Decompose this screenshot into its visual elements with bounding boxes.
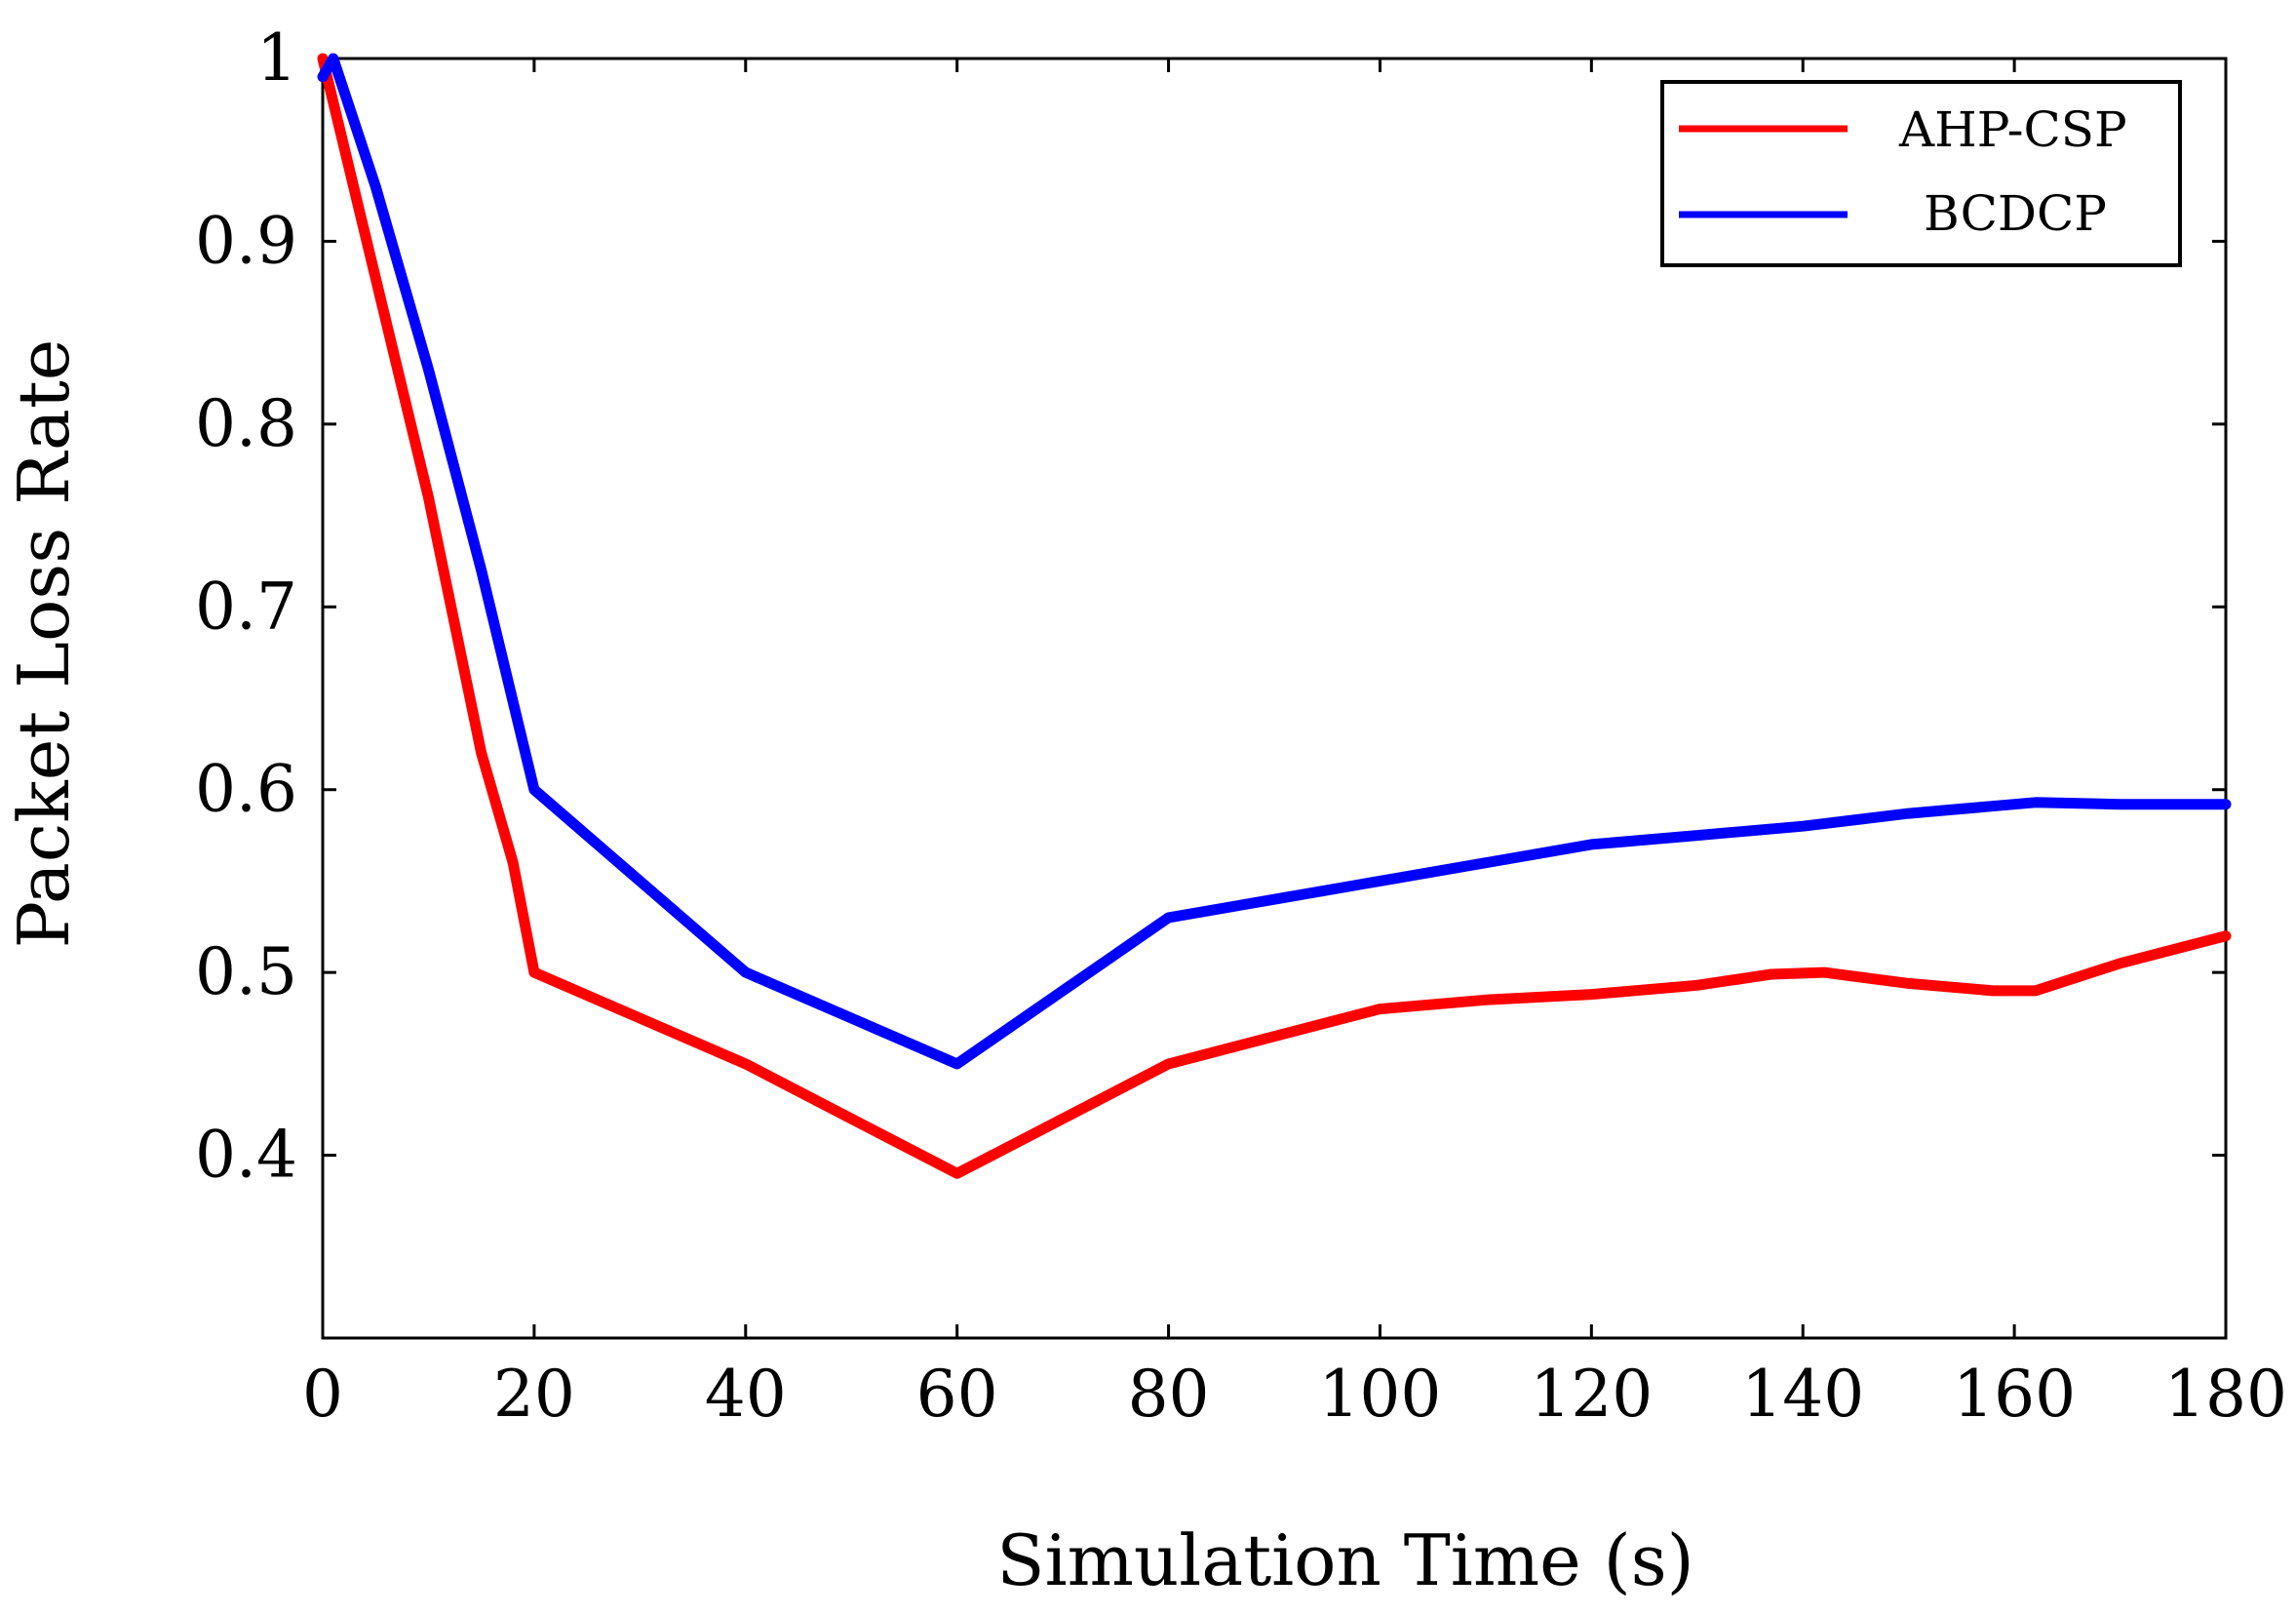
legend-label-bcdcp: BCDCP [1924,185,2107,242]
x-tick-label: 20 [493,1357,575,1432]
x-tick-label: 160 [1953,1357,2076,1432]
y-tick-label: 0.6 [195,752,297,827]
y-tick-label: 0.8 [195,386,297,461]
series-line-bcdcp [317,53,2232,1070]
x-tick-label: 60 [916,1357,998,1432]
y-axis-title: Packet Loss Rate [3,339,85,949]
x-tick-label: 0 [302,1357,343,1432]
x-tick-label: 40 [705,1357,787,1432]
plot-frame [321,57,2228,1340]
x-tick-label: 100 [1318,1357,1441,1432]
legend-label-ahp-csp: AHP-CSP [1898,101,2127,158]
y-tick-label: 1 [256,20,297,96]
y-tick-label: 0.4 [195,1118,297,1193]
y-tick-labels: 0.4 0.5 0.6 0.7 0.8 0.9 1 [195,20,297,1193]
x-tick-label: 80 [1128,1357,1210,1432]
ticks [321,57,2228,1338]
series-line-ahp-csp [317,53,2232,1179]
x-tick-label: 180 [2164,1357,2287,1432]
legend: AHP-CSP BCDCP [1660,80,2182,267]
x-tick-label: 140 [1741,1357,1864,1432]
legend-box [1660,80,2182,267]
x-tick-labels: 0 20 40 60 80 100 120 140 160 180 [302,1357,2287,1432]
x-tick-label: 120 [1530,1357,1653,1432]
y-tick-label: 0.7 [195,569,297,644]
x-axis-title: Simulation Time (s) [996,1519,1693,1601]
y-tick-label: 0.9 [195,203,297,278]
y-tick-label: 0.5 [195,934,297,1009]
series-lines [317,53,2232,1179]
